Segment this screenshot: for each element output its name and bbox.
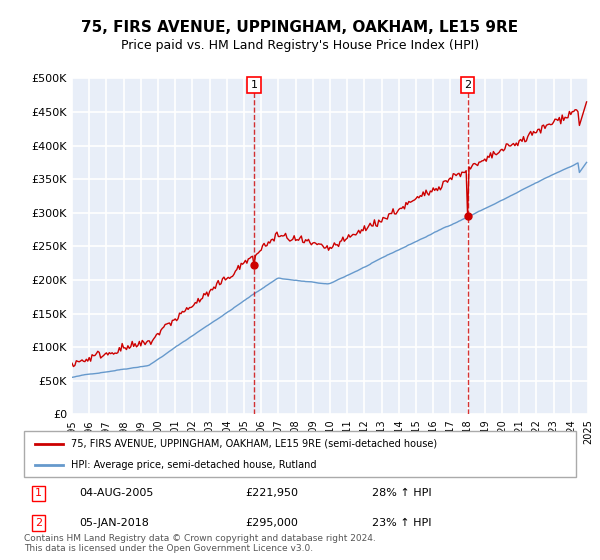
Text: 75, FIRS AVENUE, UPPINGHAM, OAKHAM, LE15 9RE: 75, FIRS AVENUE, UPPINGHAM, OAKHAM, LE15…: [82, 20, 518, 35]
Text: 75, FIRS AVENUE, UPPINGHAM, OAKHAM, LE15 9RE (semi-detached house): 75, FIRS AVENUE, UPPINGHAM, OAKHAM, LE15…: [71, 438, 437, 449]
Text: Price paid vs. HM Land Registry's House Price Index (HPI): Price paid vs. HM Land Registry's House …: [121, 39, 479, 52]
Text: 1: 1: [35, 488, 42, 498]
Text: 2: 2: [35, 518, 42, 528]
Text: 23% ↑ HPI: 23% ↑ HPI: [372, 518, 431, 528]
Text: £295,000: £295,000: [245, 518, 298, 528]
Text: Contains HM Land Registry data © Crown copyright and database right 2024.
This d: Contains HM Land Registry data © Crown c…: [24, 534, 376, 553]
Text: HPI: Average price, semi-detached house, Rutland: HPI: Average price, semi-detached house,…: [71, 460, 316, 470]
Text: 05-JAN-2018: 05-JAN-2018: [79, 518, 149, 528]
Text: 1: 1: [251, 80, 257, 90]
Text: £221,950: £221,950: [245, 488, 298, 498]
FancyBboxPatch shape: [24, 431, 576, 477]
Text: 04-AUG-2005: 04-AUG-2005: [79, 488, 154, 498]
Text: 28% ↑ HPI: 28% ↑ HPI: [372, 488, 431, 498]
Text: 2: 2: [464, 80, 471, 90]
